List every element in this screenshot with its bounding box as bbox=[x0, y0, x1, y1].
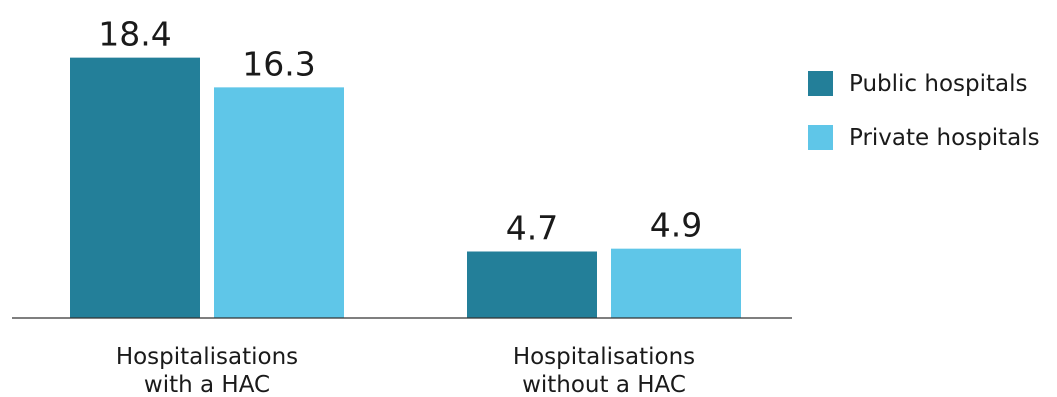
legend-swatch-private bbox=[808, 125, 833, 150]
value-label-private-0: 16.3 bbox=[242, 44, 315, 83]
value-label-private-1: 4.9 bbox=[650, 206, 702, 245]
value-labels-group: 18.4 16.3 4.7 4.9 bbox=[98, 15, 702, 248]
category-label-1-line-1: without a HAC bbox=[522, 372, 686, 397]
bar-private-0 bbox=[214, 87, 344, 318]
category-label-1-line-0: Hospitalisations bbox=[513, 344, 695, 370]
legend-label-private: Private hospitals bbox=[849, 125, 1040, 151]
value-label-public-1: 4.7 bbox=[506, 208, 558, 247]
legend-swatch-public bbox=[808, 71, 833, 96]
bar-public-0 bbox=[70, 57, 200, 318]
bar-private-1 bbox=[611, 248, 741, 318]
legend: Public hospitals Private hospitals bbox=[808, 71, 1040, 151]
legend-label-public: Public hospitals bbox=[849, 71, 1028, 97]
value-label-public-0: 18.4 bbox=[98, 15, 171, 54]
category-label-0-line-0: Hospitalisations bbox=[116, 344, 298, 370]
bars-group bbox=[70, 57, 741, 318]
category-label-0-line-1: with a HAC bbox=[144, 372, 270, 397]
bar-public-1 bbox=[467, 251, 597, 318]
